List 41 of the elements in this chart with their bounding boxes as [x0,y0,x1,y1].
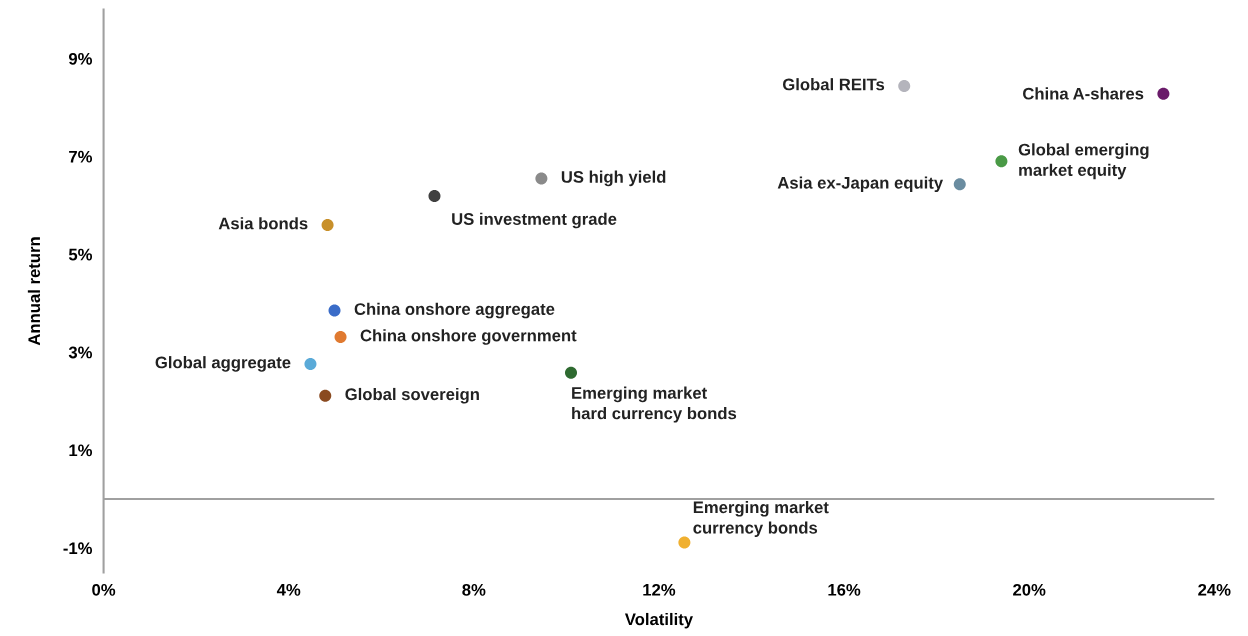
y-tick-label: -1% [63,542,93,555]
y-tick-label: 9% [68,52,93,65]
series-label: Global emerging market equity [1018,143,1149,180]
point [328,304,341,317]
series-label: China onshore aggregate [354,302,555,319]
series-label: US investment grade [452,212,617,229]
point [304,357,317,370]
point [428,190,441,203]
series-label: US high yield [561,170,666,187]
y-tick-label: 3% [68,346,93,359]
x-tick-label: 0% [92,583,116,596]
point [995,155,1008,168]
x-tick-label: 20% [1013,583,1046,596]
point [535,172,548,185]
series-label: Asia ex-Japan equity [777,176,944,193]
x-axis-title: Volatility [624,612,693,629]
y-tick-label: 5% [68,248,93,261]
x-tick-label: 8% [462,583,486,596]
series-label: China onshore government [360,329,577,345]
point [1157,87,1170,100]
series-label: Global aggregate [155,356,291,372]
series-label: Emerging market currency bonds [693,501,829,537]
point [953,178,966,191]
x-tick-label: 24% [1198,583,1231,596]
point [898,79,911,92]
x-tick-label: 16% [828,583,861,596]
series-label: Global REITs [782,78,885,91]
x-tick-label: 4% [276,583,301,596]
point [678,536,691,549]
series-label: Asia bonds [218,217,308,230]
y-tick-label: 1% [69,444,93,457]
series-label: China A-shares [1023,87,1144,100]
point [334,330,347,343]
y-tick-label: 7% [69,150,93,163]
x-tick-label: 12% [643,583,676,596]
point [319,389,332,402]
y-axis-title: Annual return [27,237,41,346]
point [321,218,334,231]
series-label: Global sovereign [345,387,479,404]
point [565,366,578,379]
series-label: Emerging market hard currency bonds [572,386,737,423]
